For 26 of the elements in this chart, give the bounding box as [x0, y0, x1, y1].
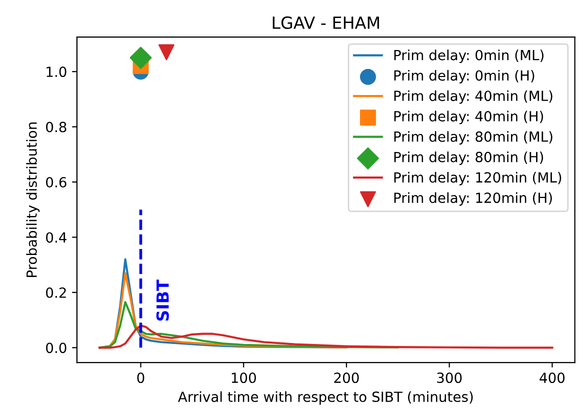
x-tick-label: 0 [137, 372, 144, 384]
x-tick-label: 200 [334, 372, 359, 384]
line-series [98, 324, 554, 349]
legend-label: Prim delay: 120min (H) [394, 192, 552, 206]
x-tick-label: 400 [540, 372, 565, 384]
annotation: SIBT [156, 280, 169, 321]
legend-label: Prim delay: 80min (ML) [394, 131, 552, 145]
legend-label: Prim delay: 40min (H) [394, 110, 544, 124]
legend-label: Prim delay: 40min (ML) [394, 90, 552, 104]
y-tick-label: 0.6 [46, 176, 66, 188]
legend-label: Prim delay: 0min (H) [394, 70, 534, 84]
y-tick-label: 0.4 [46, 232, 66, 243]
point [130, 46, 152, 69]
legend-label: Prim delay: 120min (ML) [394, 172, 562, 186]
x-tick-label: 100 [232, 372, 256, 384]
legend-label: Prim delay: 0min (ML) [394, 50, 544, 64]
x-tick-label: 300 [437, 372, 462, 384]
legend-label: Prim delay: 80min (H) [394, 152, 544, 165]
y-axis-title: Probability distribution [26, 122, 40, 277]
y-tick-label: 0.8 [46, 122, 66, 132]
y-tick-label: 1.0 [46, 66, 66, 78]
y-tick-label: 0.2 [46, 287, 66, 298]
point [158, 44, 174, 60]
chart-title: LGAV - EHAM [272, 16, 379, 29]
y-tick-label: 0.0 [46, 342, 66, 354]
x-axis-title: Arrival time with respect to SIBT (minutes) [178, 391, 473, 405]
